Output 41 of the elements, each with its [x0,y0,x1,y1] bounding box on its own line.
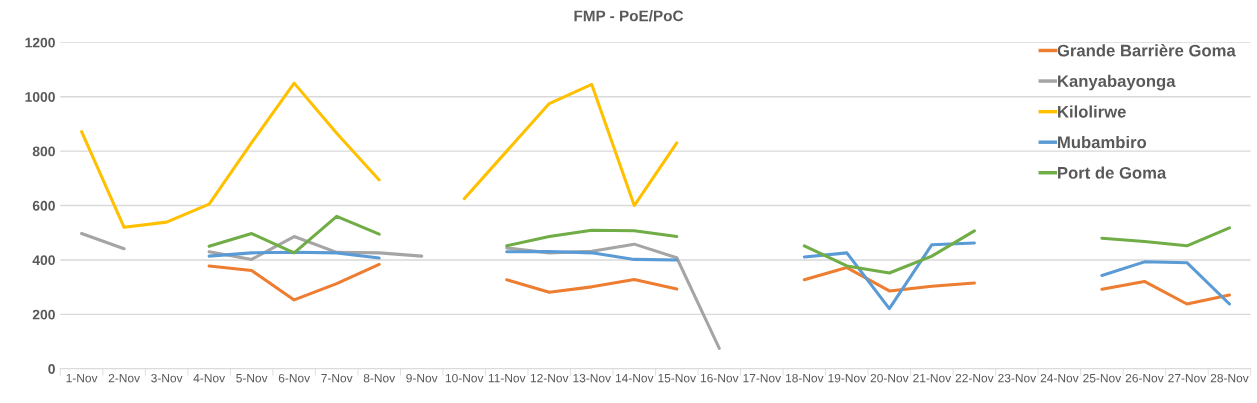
x-tick-label: 3-Nov [151,373,183,383]
x-tick-label: 27-Nov [1168,373,1207,383]
x-tick-label: 16-Nov [700,373,739,383]
legend-label: Kanyabayonga [1058,74,1176,91]
x-tick-label: 13-Nov [573,373,611,383]
y-tick-label: 400 [32,255,55,266]
y-tick-label: 800 [32,146,55,157]
x-tick-label: 25-Nov [1083,373,1122,383]
x-tick-label: 22-Nov [955,373,994,383]
x-tick-label: 8-Nov [363,373,396,383]
x-tick-label: 9-Nov [406,373,438,383]
x-tick-label: 23-Nov [998,373,1037,383]
chart-title: FMP - PoE/PoC [574,10,684,22]
x-tick-label: 4-Nov [193,374,226,383]
x-tick-label: 14-Nov [615,374,654,383]
x-tick-label: 11-Nov [488,374,526,383]
x-tick-label: 26-Nov [1125,373,1164,383]
x-tick-label: 7-Nov [321,374,353,383]
x-tick-label: 21-Nov [913,373,952,383]
legend-label: Kilolirwe [1058,105,1126,118]
x-tick-label: 15-Nov [658,374,696,383]
x-tick-label: 10-Nov [445,373,484,383]
x-tick-label: 6-Nov [278,373,311,383]
x-tick-label: 24-Nov [1040,373,1079,383]
y-tick-label: 0 [48,364,55,374]
legend-label: Grande Barrière Goma [1057,44,1236,57]
y-tick-label: 600 [32,200,55,211]
x-tick-label: 2-Nov [108,373,140,383]
y-tick-label: 1000 [25,92,55,102]
x-tick-label: 19-Nov [828,373,867,383]
x-tick-label: 1-Nov [66,374,98,383]
legend-label: Port de Goma [1058,166,1167,179]
x-tick-label: 12-Nov [530,373,569,383]
y-tick-label: 1200 [25,37,55,48]
x-tick-label: 17-Nov [743,374,782,383]
x-tick-label: 5-Nov [236,374,268,383]
x-tick-label: 28-Nov [1210,373,1249,383]
y-tick-label: 200 [32,309,55,320]
x-tick-label: 20-Nov [870,373,909,383]
legend-label: Mubambiro [1058,135,1147,149]
x-tick-label: 18-Nov [785,373,824,383]
